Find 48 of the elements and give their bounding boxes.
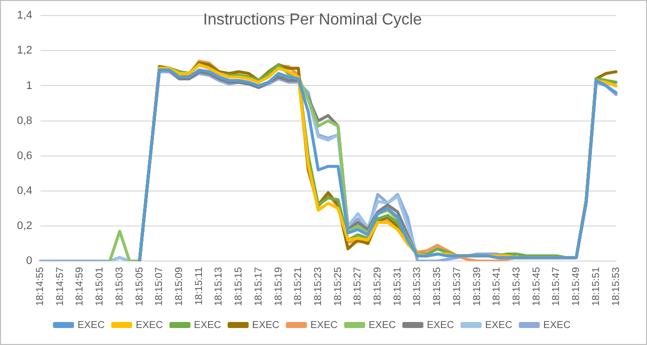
- x-tick-label: 18:15:45: [531, 266, 542, 306]
- y-tick-label: 0,2: [16, 220, 32, 232]
- x-tick-label: 18:15:01: [94, 266, 106, 306]
- x-tick-label: 18:15:49: [571, 266, 582, 306]
- x-tick-label: 18:15:05: [134, 266, 146, 306]
- legend-label: EXEC: [194, 320, 222, 331]
- legend-label: EXEC: [252, 320, 280, 331]
- x-tick-label: 18:15:23: [312, 266, 324, 306]
- x-tick-label: 18:15:03: [114, 266, 126, 306]
- legend-label: EXEC: [543, 320, 571, 331]
- y-tick-label: 0,6: [16, 150, 32, 162]
- y-tick-label: 1,2: [16, 44, 32, 57]
- y-tick-label: 0,4: [16, 184, 32, 197]
- legend-label: EXEC: [368, 320, 396, 331]
- x-tick-label: 18:15:35: [432, 266, 444, 306]
- legend-label: EXEC: [426, 320, 454, 331]
- x-tick-label: 18:15:21: [293, 266, 304, 306]
- x-tick-label: 18:15:13: [214, 266, 225, 306]
- x-tick-label: 18:15:37: [452, 266, 463, 306]
- x-tick-label: 18:15:33: [412, 266, 424, 306]
- x-tick-label: 18:15:11: [194, 266, 205, 306]
- legend-label: EXEC: [136, 320, 163, 331]
- x-tick-label: 18:15:51: [590, 266, 602, 306]
- y-tick-label: 0: [26, 255, 32, 268]
- x-tick-label: 18:14:59: [74, 266, 86, 306]
- x-tick-label: 18:15:47: [551, 266, 562, 306]
- x-tick-label: 18:15:29: [372, 266, 384, 306]
- x-tick-label: 18:15:17: [253, 266, 264, 306]
- y-tick-label: 1,4: [16, 10, 32, 22]
- x-tick-label: 18:14:57: [54, 266, 66, 306]
- x-tick-label: 18:15:25: [332, 266, 344, 306]
- legend-label: EXEC: [485, 320, 512, 331]
- y-tick-label: 0,8: [16, 114, 32, 127]
- x-tick-label: 18:15:53: [610, 266, 622, 306]
- x-tick-label: 18:15:27: [352, 266, 364, 306]
- x-tick-label: 18:15:41: [492, 266, 503, 306]
- y-tick-label: 1: [26, 80, 32, 92]
- chart-title: Instructions Per Nominal Cycle: [203, 11, 422, 28]
- legend-label: EXEC: [77, 320, 105, 331]
- x-tick-label: 18:15:07: [154, 266, 166, 306]
- x-tick-label: 18:15:19: [273, 266, 284, 306]
- x-tick-label: 18:15:09: [174, 266, 186, 306]
- x-tick-label: 18:15:31: [392, 266, 404, 306]
- x-tick-label: 18:15:39: [472, 266, 483, 306]
- x-tick-label: 18:15:15: [234, 266, 245, 306]
- x-tick-label: 18:15:43: [511, 266, 522, 306]
- legend-label: EXEC: [310, 320, 338, 331]
- x-tick-label: 18:14:55: [35, 266, 46, 306]
